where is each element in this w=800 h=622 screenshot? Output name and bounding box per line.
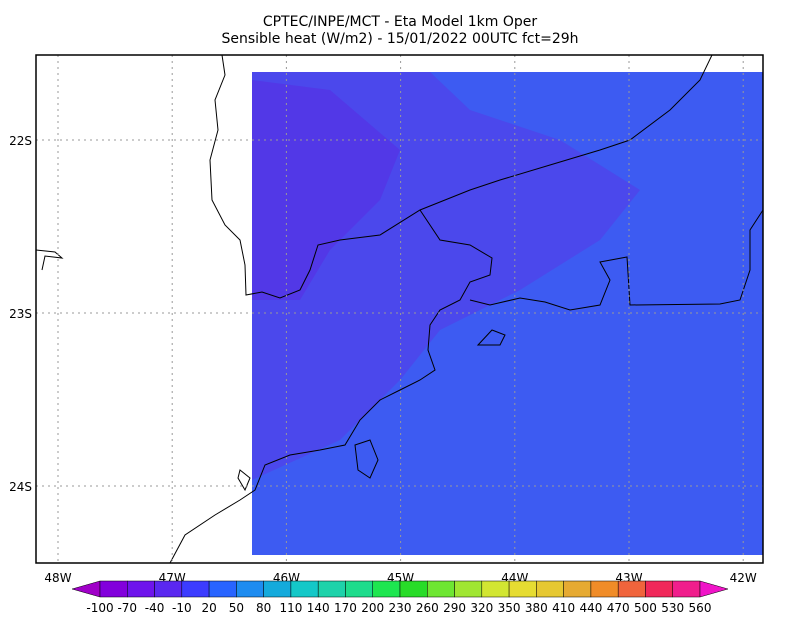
colorbar-box [290,580,319,598]
colorbar-label: 290 [443,601,466,615]
colorbar-box [208,580,237,598]
title-line2: Sensible heat (W/m2) - 15/01/2022 00UTC … [221,31,578,47]
colorbar-label: 50 [229,601,244,615]
lon-label: 48W [44,571,71,585]
colorbar-label: 410 [552,601,575,615]
colorbar-box [317,580,346,598]
colorbar-box [181,580,210,598]
lon-label: 42W [730,571,757,585]
map-frame [35,54,764,564]
colorbar-box [536,580,564,598]
colorbar-label: 140 [307,601,330,615]
lat-label: 23S [9,307,32,321]
colorbar-box [645,580,673,598]
colorbar-box [508,580,537,598]
colorbar-label: -100 [86,601,113,615]
colorbar-box [672,580,701,598]
field-region [252,80,400,300]
colorbar-label: 170 [334,601,357,615]
colorbar-box [427,580,455,598]
colorbar-label: 530 [661,601,684,615]
colorbar: -100 -70 -40 -10 20 50 80 110 140 170 200 230 260 290… [71,580,729,615]
colorbar-arrow [699,580,729,598]
colorbar-label: -70 [117,601,137,615]
colorbar-box [236,580,264,598]
colorbar-label: 440 [579,601,602,615]
title-line1: CPTEC/INPE/MCT - Eta Model 1km Oper [263,14,538,30]
colorbar-label: -40 [145,601,165,615]
colorbar-box [99,580,128,598]
colorbar-label: 380 [525,601,548,615]
colorbar-box [454,580,483,598]
colorbar-box [590,580,619,598]
colorbar-box [399,580,428,598]
graticule [36,55,763,563]
coastline [35,54,764,564]
colorbar-box [263,580,292,598]
colorbar-label: 80 [256,601,271,615]
colorbar-label: 110 [279,601,302,615]
colorbar-label: 500 [634,601,657,615]
colorbar-label: 200 [361,601,384,615]
colorbar-label: 230 [389,601,412,615]
lat-label: 22S [9,134,32,148]
colorbar-box [481,580,510,598]
colorbar-box [154,580,183,598]
colorbar-label: 470 [607,601,630,615]
colorbar-box [617,580,646,598]
lat-label: 24S [9,480,32,494]
colorbar-label: 20 [201,601,216,615]
colorbar-label: 260 [416,601,439,615]
colorbar-box [563,580,592,598]
colorbar-label: 560 [689,601,712,615]
colorbar-label: 320 [470,601,493,615]
colorbar-box [372,580,401,598]
colorbar-label: -10 [172,601,192,615]
colorbar-label: 350 [498,601,521,615]
colorbar-box [127,580,155,598]
colorbar-box [345,580,373,598]
